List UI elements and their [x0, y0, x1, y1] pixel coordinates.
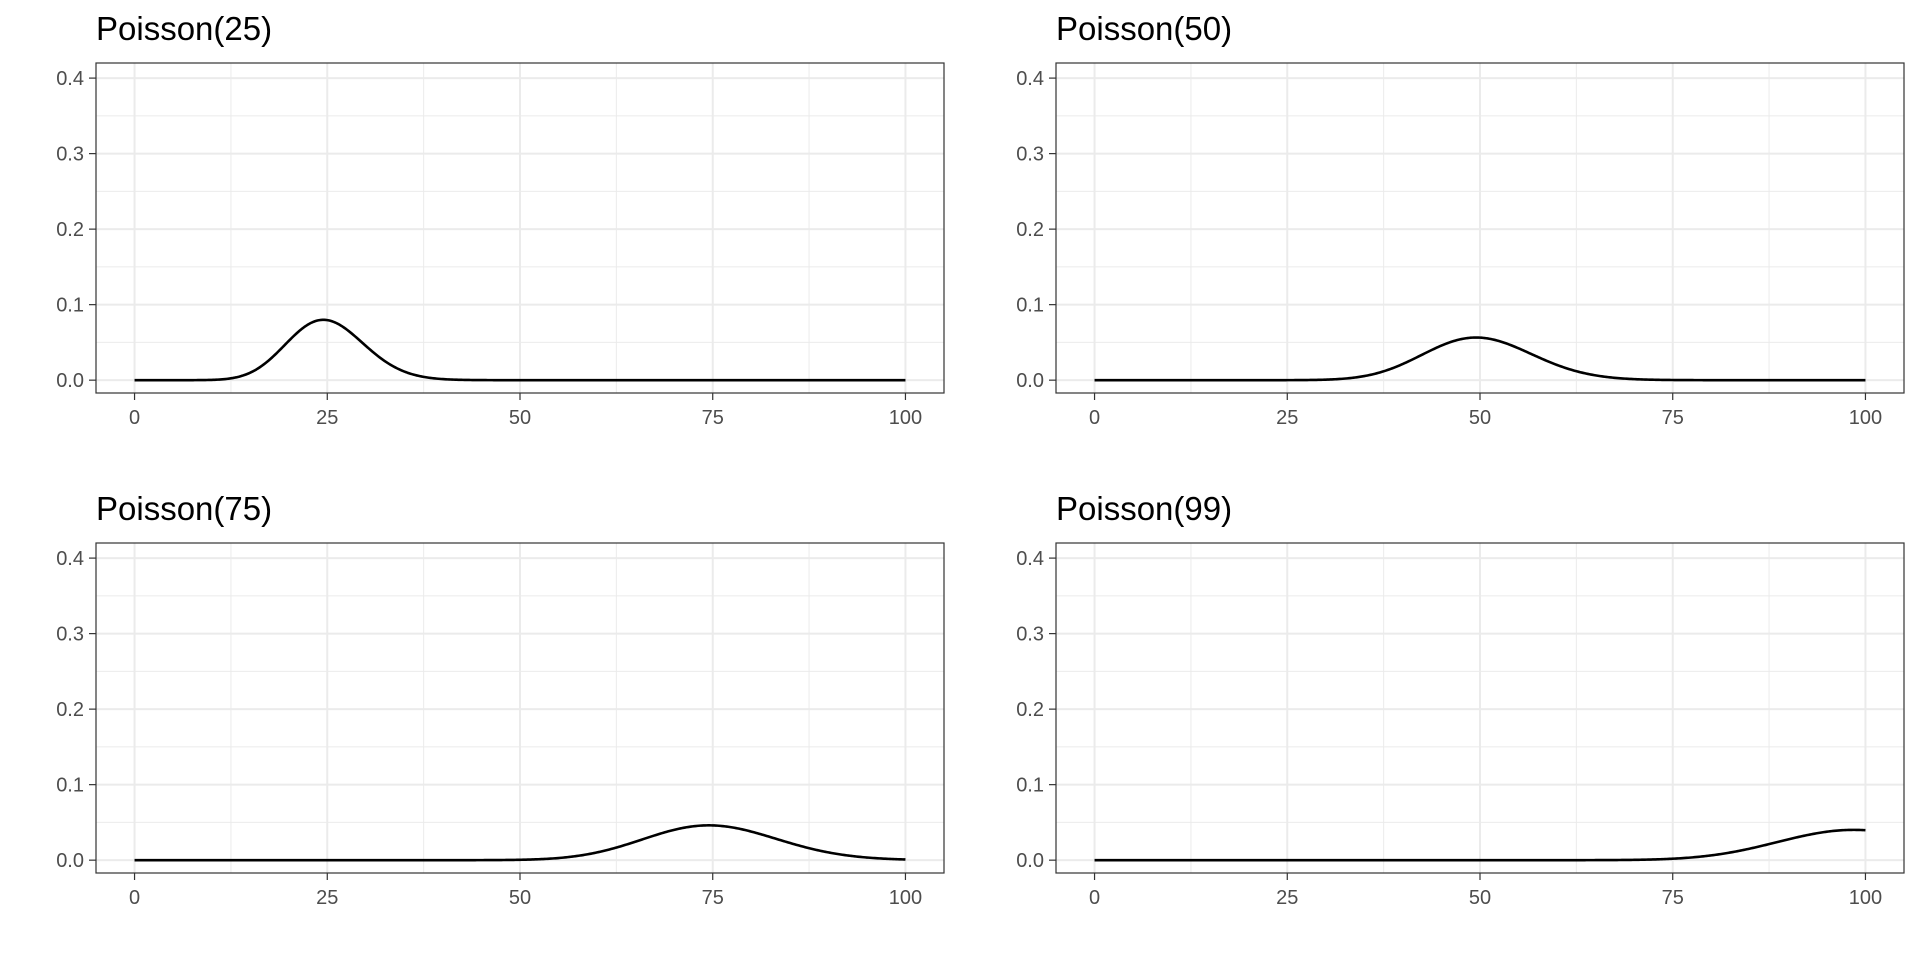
x-tick-label: 0 [129, 407, 140, 429]
x-tick-label: 100 [889, 887, 922, 909]
density-line [134, 318, 906, 382]
x-tick-label: 50 [509, 407, 531, 429]
x-tick-label: 25 [316, 887, 338, 909]
y-tick-label: 0.4 [56, 68, 84, 90]
x-tick-label: 0 [129, 887, 140, 909]
panel-poisson-50: Poisson(50) 0 25 50 75 100 0.0 0.1 0.2 0.3 0.4 [1016, 10, 1905, 429]
x-tick-label: 50 [509, 887, 531, 909]
x-tick-label: 75 [702, 407, 724, 429]
y-tick-label: 0.2 [1016, 699, 1044, 721]
panel-poisson-75: Poisson(75) 0 25 50 75 100 0.0 0.1 0.2 0.3 0.4 [56, 490, 945, 909]
y-tick-label: 0.0 [56, 850, 84, 872]
x-tick-label: 75 [1662, 407, 1684, 429]
panel-title: Poisson(75) [96, 490, 272, 527]
panel-title: Poisson(50) [1056, 10, 1232, 47]
y-tick-label: 0.2 [1016, 219, 1044, 241]
gridlines [1056, 543, 1904, 873]
y-tick-label: 0.3 [1016, 624, 1044, 646]
gridlines [1056, 63, 1904, 393]
panel-poisson-25: Poisson(25) 0 25 50 75 100 0.0 0.1 0.2 0.3 0.4 [56, 10, 945, 429]
panel-poisson-99: Poisson(99) 0 25 50 75 100 0.0 0.1 0.2 0.3 0.4 [1016, 490, 1905, 909]
x-tick-label: 100 [889, 407, 922, 429]
y-tick-label: 0.3 [56, 144, 84, 166]
y-tick-label: 0.0 [1016, 370, 1044, 392]
y-tick-label: 0.1 [1016, 295, 1044, 317]
y-tick-label: 0.3 [1016, 144, 1044, 166]
x-tick-label: 0 [1089, 887, 1100, 909]
x-tick-label: 25 [1276, 407, 1298, 429]
y-tick-label: 0.0 [1016, 850, 1044, 872]
x-tick-label: 75 [702, 887, 724, 909]
x-tick-label: 25 [316, 407, 338, 429]
y-tick-label: 0.0 [56, 370, 84, 392]
x-tick-label: 0 [1089, 407, 1100, 429]
x-tick-label: 100 [1849, 887, 1882, 909]
panel-title: Poisson(25) [96, 10, 272, 47]
y-tick-label: 0.1 [56, 775, 84, 797]
gridlines [96, 543, 944, 873]
x-tick-label: 100 [1849, 407, 1882, 429]
x-tick-label: 25 [1276, 887, 1298, 909]
y-tick-label: 0.4 [1016, 68, 1044, 90]
x-tick-label: 50 [1469, 407, 1491, 429]
x-tick-label: 75 [1662, 887, 1684, 909]
y-tick-label: 0.2 [56, 699, 84, 721]
y-tick-label: 0.4 [1016, 548, 1044, 570]
y-tick-label: 0.2 [56, 219, 84, 241]
x-tick-label: 50 [1469, 887, 1491, 909]
y-tick-label: 0.1 [56, 295, 84, 317]
gridlines [96, 63, 944, 393]
y-tick-label: 0.1 [1016, 775, 1044, 797]
y-tick-label: 0.4 [56, 548, 84, 570]
panel-title: Poisson(99) [1056, 490, 1232, 527]
y-tick-label: 0.3 [56, 624, 84, 646]
density-line [134, 824, 906, 862]
density-line [1094, 336, 1866, 382]
density-line [1094, 828, 1866, 862]
